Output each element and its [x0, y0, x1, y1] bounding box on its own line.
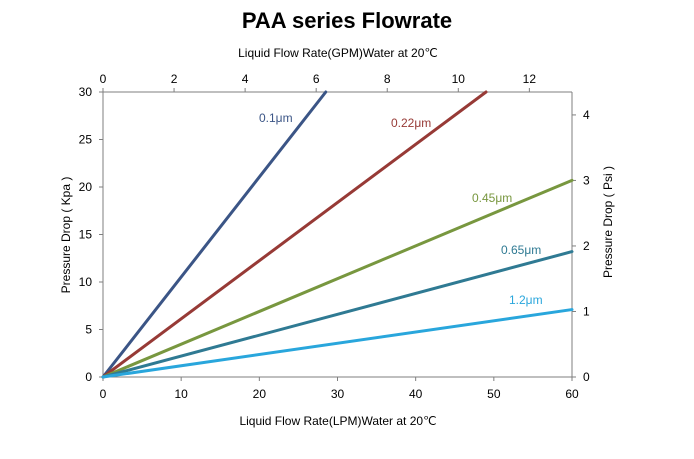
x2-tick-label: 10 — [452, 72, 466, 86]
y-axis-label: Pressure Drop ( Kpa ) — [59, 177, 73, 294]
series-line — [101, 90, 328, 379]
y2-tick-label: 3 — [583, 173, 590, 187]
x-tick-label: 0 — [100, 387, 107, 401]
series-label: 1.2μm — [509, 293, 543, 307]
y2-tick-label: 2 — [583, 239, 590, 253]
y-tick-label: 10 — [79, 275, 93, 289]
y2-tick-label: 0 — [583, 370, 590, 384]
x-axis-label: Liquid Flow Rate(LPM)Water at 20℃ — [239, 414, 436, 428]
x-tick-label: 60 — [565, 387, 579, 401]
series-line — [101, 178, 574, 379]
x2-tick-label: 4 — [242, 72, 249, 86]
x2-tick-label: 12 — [523, 72, 537, 86]
x2-tick-label: 8 — [384, 72, 391, 86]
series-line — [101, 308, 574, 379]
chart-title: PAA series Flowrate — [241, 8, 453, 33]
x-tick-label: 20 — [253, 387, 267, 401]
series-label: 0.65μm — [501, 243, 541, 257]
series-lines — [101, 90, 574, 379]
x2-axis-label: Liquid Flow Rate(GPM)Water at 20℃ — [238, 46, 438, 60]
x-tick-label: 40 — [409, 387, 423, 401]
series-line — [101, 90, 488, 379]
y-tick-label: 20 — [79, 180, 93, 194]
y-tick-label: 15 — [79, 228, 93, 242]
x-tick-label: 10 — [174, 387, 188, 401]
x-tick-label: 30 — [331, 387, 345, 401]
series-labels: 0.1μm 0.22μm 0.45μm 0.65μm 1.2μm — [259, 111, 543, 307]
y-tick-label: 25 — [79, 133, 93, 147]
y2-tick-label: 4 — [583, 108, 590, 122]
series-label: 0.45μm — [472, 191, 512, 205]
series-label: 0.22μm — [391, 116, 431, 130]
y2-axis-label: Pressure Drop ( Psi ) — [601, 166, 615, 278]
y-tick-label: 5 — [85, 323, 92, 337]
series-label: 0.1μm — [259, 111, 293, 125]
x2-tick-label: 0 — [100, 72, 107, 86]
x-tick-label: 50 — [487, 387, 501, 401]
x2-tick-label: 2 — [171, 72, 178, 86]
x2-tick-label: 6 — [313, 72, 320, 86]
axes — [102, 91, 573, 378]
y2-tick-label: 1 — [583, 304, 590, 318]
y-tick-label: 0 — [85, 370, 92, 384]
series-line — [101, 250, 574, 379]
y-tick-label: 30 — [79, 85, 93, 99]
